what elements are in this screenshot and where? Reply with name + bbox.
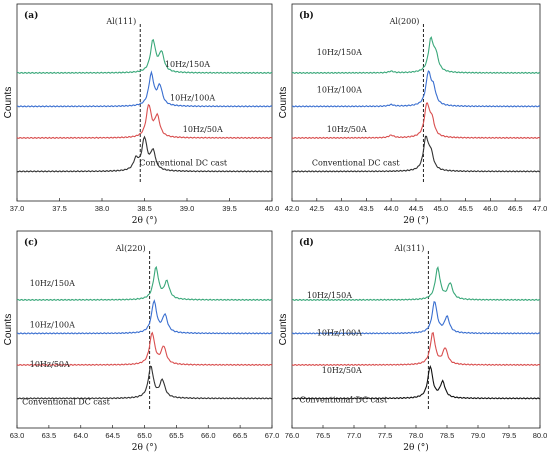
x-tick-label: 44.5 [409, 204, 424, 213]
series-label: 10Hz/100A [317, 86, 362, 95]
panel-label: (c) [24, 237, 38, 248]
x-tick-label: 43.0 [334, 204, 349, 213]
x-tick-label: 66.5 [233, 431, 248, 440]
x-tick-label: 38.5 [137, 204, 152, 213]
series-label: 10Hz/100A [170, 94, 215, 103]
series-line-4 [291, 364, 541, 400]
series-label: Conventional DC cast [139, 159, 228, 168]
x-tick-label: 67.0 [265, 431, 280, 440]
series-line-3 [16, 103, 273, 140]
y-axis-label: Counts [278, 314, 289, 346]
series-line-1 [291, 36, 541, 75]
series-label: 10Hz/50A [327, 125, 367, 134]
x-tick-label: 37.5 [52, 204, 67, 213]
series-label: 10Hz/50A [30, 360, 70, 369]
y-axis-label: Counts [278, 87, 289, 119]
series-label: 10Hz/150A [30, 279, 75, 288]
series-line-3 [16, 331, 273, 367]
x-axis-label: 2θ (°) [132, 215, 158, 226]
series-line-2 [16, 299, 273, 335]
x-tick-label: 45.5 [458, 204, 473, 213]
series-line-1 [291, 266, 541, 302]
x-tick-label: 40.0 [265, 204, 280, 213]
series-line-1 [16, 265, 273, 302]
reference-line-label: Al(111) [105, 17, 136, 26]
chart-panel-2: 42.0 42.5 43.0 43.5 44.0 44.5 45.0 45.5 46.0 46.5… [278, 3, 548, 226]
x-tick-label: 43.5 [359, 204, 374, 213]
series-line-2 [16, 70, 273, 108]
series-label: 10Hz/150A [317, 48, 362, 57]
panel-label: (b) [299, 10, 314, 21]
series-label: 10Hz/50A [322, 366, 362, 375]
x-axis-label: 2θ (°) [403, 442, 429, 453]
x-tick-label: 38.0 [95, 204, 110, 213]
series-label: 10Hz/150A [165, 60, 210, 69]
x-tick-label: 76.0 [285, 431, 300, 440]
reference-line-label: Al(220) [115, 244, 146, 253]
x-tick-label: 63.0 [10, 431, 25, 440]
x-tick-label: 65.5 [169, 431, 184, 440]
x-tick-label: 42.5 [309, 204, 324, 213]
x-tick-label: 76.5 [316, 431, 331, 440]
series-label: Conventional DC cast [312, 159, 401, 168]
series-line-4 [16, 365, 273, 400]
series-label: Conventional DC cast [22, 397, 111, 406]
x-tick-label: 44.0 [384, 204, 399, 213]
x-tick-label: 63.5 [42, 431, 57, 440]
x-tick-label: 46.0 [483, 204, 498, 213]
reference-line-label: Al(311) [394, 244, 425, 253]
x-tick-label: 77.0 [347, 431, 362, 440]
series-line-4 [16, 135, 273, 173]
x-tick-label: 46.5 [508, 204, 523, 213]
x-tick-label: 79.5 [502, 431, 517, 440]
x-tick-label: 66.0 [201, 431, 216, 440]
x-tick-label: 78.5 [440, 431, 455, 440]
x-tick-label: 79.0 [471, 431, 486, 440]
y-axis-label: Counts [3, 314, 14, 346]
series-line-2 [291, 70, 541, 108]
x-tick-label: 45.0 [433, 204, 448, 213]
series-line-1 [16, 38, 273, 75]
x-axis-label: 2θ (°) [403, 215, 429, 226]
chart-panel-4: 76.0 76.5 77.0 77.5 78.0 78.5 79.0 79.5 80.0 2θ (… [278, 230, 548, 453]
series-line-2 [291, 300, 541, 335]
chart-panel-1: 37.0 37.5 38.0 38.5 39.0 39.5 40.0 2θ (°) Counts… [3, 3, 280, 226]
series-label: 10Hz/100A [30, 321, 75, 330]
series-line-4 [291, 135, 541, 173]
x-tick-label: 47.0 [533, 204, 548, 213]
x-tick-label: 80.0 [533, 431, 548, 440]
x-tick-label: 77.5 [378, 431, 393, 440]
panel-label: (d) [299, 237, 314, 248]
reference-line-label: Al(200) [389, 17, 420, 26]
x-tick-label: 78.0 [409, 431, 424, 440]
x-tick-label: 39.5 [222, 204, 237, 213]
series-line-3 [291, 102, 541, 140]
panel-label: (a) [24, 10, 38, 21]
series-label: 10Hz/100A [317, 328, 362, 337]
series-label: 10Hz/150A [307, 291, 352, 300]
series-label: 10Hz/50A [183, 125, 223, 134]
chart-panel-3: 63.0 63.5 64.0 64.5 65.0 65.5 66.0 66.5 67.0 2θ (… [3, 230, 280, 453]
x-tick-label: 65.0 [137, 431, 152, 440]
x-tick-label: 39.0 [180, 204, 195, 213]
x-tick-label: 37.0 [10, 204, 25, 213]
x-tick-label: 42.0 [285, 204, 300, 213]
x-tick-label: 64.0 [73, 431, 88, 440]
x-axis-label: 2θ (°) [132, 442, 158, 453]
series-label: Conventional DC cast [299, 395, 388, 404]
series-line-3 [291, 331, 541, 367]
y-axis-label: Counts [3, 87, 14, 119]
x-tick-label: 64.5 [105, 431, 120, 440]
